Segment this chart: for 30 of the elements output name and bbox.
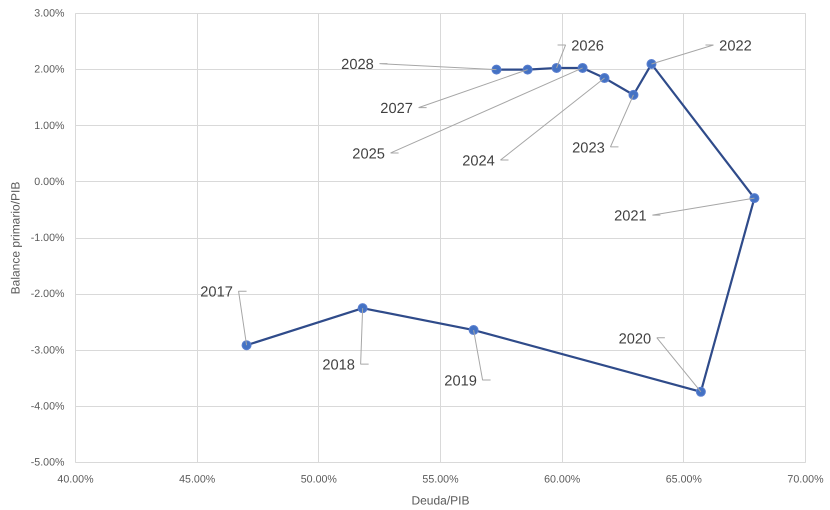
annotation: 2021	[614, 208, 647, 225]
y-tick-label: 1.00%	[34, 120, 66, 132]
annotation: 2022	[719, 38, 752, 55]
y-tick-label: 0.00%	[34, 176, 66, 188]
annotation: 2018	[322, 358, 355, 374]
annotation: 2024	[462, 154, 495, 170]
annotation: 2017	[200, 284, 233, 301]
x-tick-label: 40.00%	[57, 474, 94, 486]
x-tick-label: 45.00%	[179, 474, 216, 486]
annotation: 2026	[571, 38, 604, 54]
annotation: 2023	[572, 140, 605, 156]
annotation: 2019	[444, 374, 477, 390]
y-tick-label: -3.00%	[30, 344, 66, 356]
x-axis-title: Deuda/PIB	[411, 494, 470, 508]
y-tick-label: -2.00%	[30, 288, 66, 300]
x-tick-label: 50.00%	[300, 474, 338, 486]
x-tick-label: 70.00%	[787, 474, 824, 486]
y-tick-label: -1.00%	[30, 232, 66, 244]
x-tick-label: 60.00%	[544, 474, 581, 486]
y-axis-title: Balance primario/PIB	[8, 182, 23, 294]
y-tick-label: -5.00%	[30, 456, 66, 468]
annotation: 2027	[380, 101, 413, 118]
annotation: 2020	[618, 331, 652, 348]
annotation: 2025	[352, 146, 385, 162]
annotation: 2028	[341, 57, 374, 74]
y-tick-label: 2.00%	[34, 64, 66, 76]
y-tick-label: -4.00%	[30, 400, 66, 412]
y-tick-label: 3.00%	[34, 8, 66, 20]
x-tick-label: 55.00%	[422, 474, 460, 486]
x-tick-label: 65.00%	[666, 474, 702, 486]
